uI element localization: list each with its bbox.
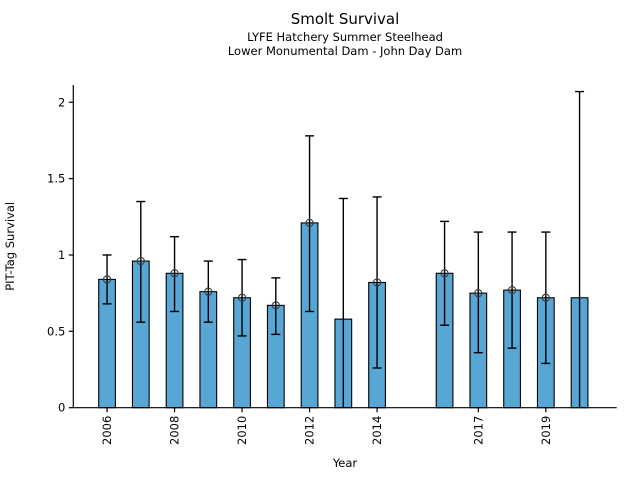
chart-subtitle-hatchery: LYFE Hatchery Summer Steelhead <box>247 30 443 44</box>
point-marker-2019 <box>541 293 550 302</box>
point-marker-2011 <box>271 301 280 310</box>
chart-subtitle-reach: Lower Monumental Dam - John Day Dam <box>227 44 463 58</box>
y-tick-label-0: 0 <box>58 401 65 415</box>
y-tick-label-2: 2 <box>58 95 65 109</box>
point-marker-2010 <box>237 293 247 302</box>
chart-title: Smolt Survival <box>290 10 400 28</box>
x-tick-label-2012: 2012 <box>303 416 317 445</box>
x-tick-label-2010: 2010 <box>235 416 249 445</box>
point-marker-2018 <box>507 285 517 295</box>
y-tick-label-1.5: 1.5 <box>47 172 65 186</box>
y-axis-label: PIT-Tag Survival <box>3 202 17 291</box>
point-marker-2017 <box>474 289 483 298</box>
y-tick-label-0.5: 0.5 <box>47 324 65 338</box>
point-marker-2008 <box>170 269 179 278</box>
point-marker-2007 <box>136 256 145 266</box>
x-tick-label-2014: 2014 <box>370 416 384 445</box>
x-tick-label-2017: 2017 <box>471 416 485 445</box>
point-marker-2006 <box>102 275 112 284</box>
point-marker-2009 <box>204 287 213 296</box>
x-tick-label-2019: 2019 <box>539 416 553 445</box>
x-tick-label-2008: 2008 <box>168 416 182 445</box>
point-marker-2014 <box>372 278 382 287</box>
point-marker-2016 <box>440 269 449 278</box>
point-marker-2012 <box>305 218 314 228</box>
y-tick-label-1: 1 <box>58 248 65 262</box>
x-tick-label-2006: 2006 <box>100 416 114 445</box>
x-axis-label: Year <box>332 456 358 470</box>
